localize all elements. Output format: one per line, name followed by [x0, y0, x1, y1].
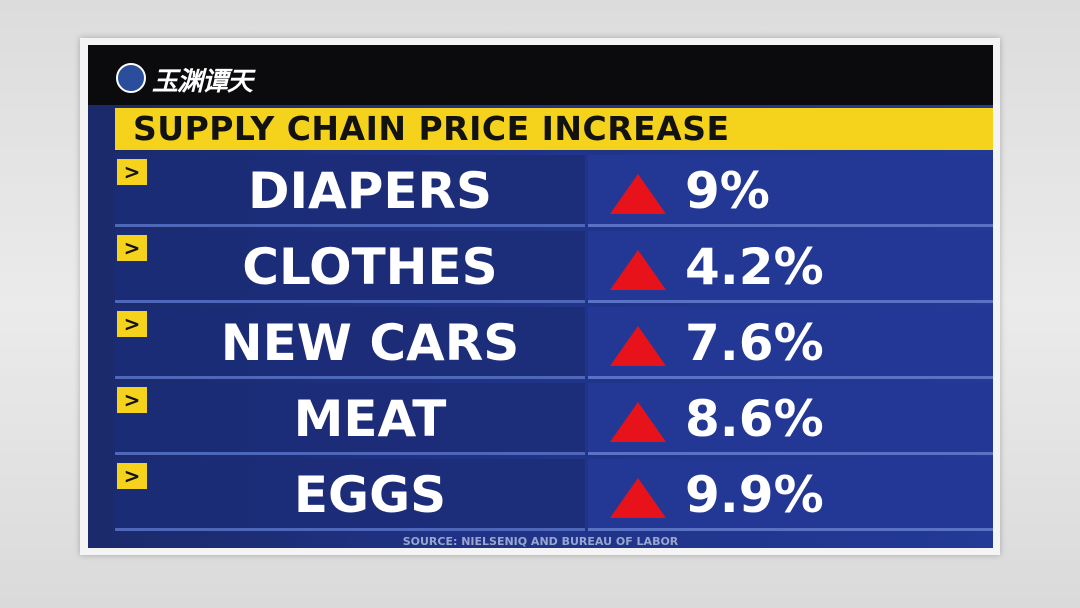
table-row: > CLOTHES 4.2%	[115, 231, 993, 303]
item-cell: > NEW CARS	[115, 307, 585, 379]
item-name: NEW CARS	[220, 314, 520, 372]
up-triangle	[610, 250, 666, 290]
increase-value: 8.6%	[685, 390, 824, 448]
chevron-icon: >	[117, 463, 147, 489]
increase-value: 7.6%	[685, 314, 824, 372]
value-cell: 4.2%	[588, 231, 993, 303]
up-arrow	[610, 402, 666, 442]
logo-icon	[116, 63, 146, 93]
item-name: EGGS	[293, 466, 447, 524]
up-arrow	[610, 174, 666, 214]
up-arrow	[610, 478, 666, 518]
up-arrow	[610, 250, 666, 290]
item-name: MEAT	[293, 390, 447, 448]
value-cell: 9%	[588, 155, 993, 227]
item-name: DIAPERS	[247, 162, 493, 220]
value-cell: 7.6%	[588, 307, 993, 379]
title-bar: SUPPLY CHAIN PRICE INCREASE	[115, 108, 993, 150]
increase-value: 9.9%	[685, 466, 824, 524]
title: SUPPLY CHAIN PRICE INCREASE	[133, 109, 730, 148]
value-cell: 9.9%	[588, 459, 993, 531]
tv-screen: 玉渊谭天 SUPPLY CHAIN PRICE INCREASE SOURCE:…	[88, 45, 993, 548]
item-cell: > MEAT	[115, 383, 585, 455]
logo-bar: 玉渊谭天	[88, 45, 993, 105]
table-row: > NEW CARS 7.6%	[115, 307, 993, 379]
up-triangle	[610, 478, 666, 518]
item-cell: > DIAPERS	[115, 155, 585, 227]
up-arrow	[610, 326, 666, 366]
logo-text: 玉渊谭天	[152, 67, 253, 97]
up-triangle	[610, 402, 666, 442]
chevron-icon: >	[117, 387, 147, 413]
value-cell: 8.6%	[588, 383, 993, 455]
up-triangle	[610, 326, 666, 366]
table-row: > DIAPERS 9%	[115, 155, 993, 227]
item-cell: > CLOTHES	[115, 231, 585, 303]
source: SOURCE: NIELSENIQ AND BUREAU OF LABOR	[402, 535, 679, 548]
chevron-icon: >	[117, 311, 147, 337]
up-triangle	[610, 174, 666, 214]
chevron-icon: >	[117, 235, 147, 261]
item-name: CLOTHES	[242, 238, 498, 296]
table-row: > EGGS 9.9%	[115, 459, 993, 531]
table-row: > MEAT 8.6%	[115, 383, 993, 455]
chevron-icon: >	[117, 159, 147, 185]
item-cell: > EGGS	[115, 459, 585, 531]
increase-value: 4.2%	[685, 238, 824, 296]
increase-value: 9%	[685, 162, 770, 220]
